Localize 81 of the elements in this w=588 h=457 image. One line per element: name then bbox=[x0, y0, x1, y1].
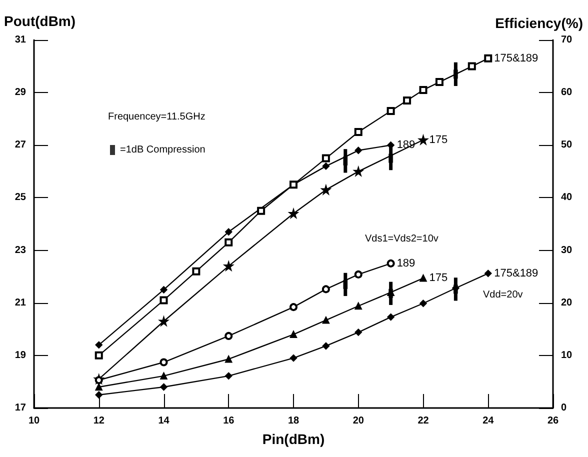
y-tick-label: 19 bbox=[14, 350, 26, 361]
point bbox=[322, 285, 330, 294]
x-tick-label: 26 bbox=[547, 416, 559, 426]
point bbox=[160, 383, 168, 391]
point bbox=[95, 383, 102, 391]
x-axis-title: Pin(dBm) bbox=[262, 431, 325, 447]
y2-tick-label: 50 bbox=[561, 140, 573, 151]
y-tick-label: 25 bbox=[14, 192, 26, 204]
point bbox=[354, 166, 363, 176]
series-label: 175 bbox=[429, 272, 448, 284]
point bbox=[290, 354, 298, 362]
series-label: 175&189 bbox=[494, 267, 538, 280]
series-label: 189 bbox=[396, 257, 416, 270]
x-tick-label: 22 bbox=[418, 416, 430, 426]
point bbox=[322, 162, 330, 170]
y-tick-label: 17 bbox=[14, 402, 26, 414]
annotation: Frequencey=11.5GHz bbox=[108, 112, 206, 122]
x-tick-label: 18 bbox=[288, 416, 300, 426]
y2-tick-label: 20 bbox=[561, 297, 573, 308]
point bbox=[354, 328, 362, 336]
y-tick-label: 27 bbox=[14, 140, 26, 151]
point bbox=[257, 206, 266, 215]
point bbox=[354, 270, 362, 278]
point bbox=[290, 303, 298, 312]
y2-tick-label: 0 bbox=[561, 402, 567, 414]
point bbox=[435, 78, 444, 86]
x-tick-label: 10 bbox=[28, 416, 40, 426]
point bbox=[94, 351, 103, 360]
point bbox=[225, 356, 232, 363]
point bbox=[484, 270, 492, 278]
point bbox=[420, 274, 427, 282]
point bbox=[322, 154, 330, 162]
point bbox=[468, 62, 476, 70]
point bbox=[354, 302, 362, 310]
x-tick-label: 24 bbox=[482, 416, 494, 426]
point bbox=[192, 267, 200, 276]
point bbox=[160, 372, 168, 380]
point bbox=[419, 86, 428, 94]
series-label: 175&189 bbox=[494, 52, 538, 64]
point bbox=[160, 286, 168, 294]
point bbox=[321, 185, 331, 194]
x-tick-label: 14 bbox=[158, 416, 170, 426]
point bbox=[403, 96, 412, 104]
point bbox=[160, 358, 168, 366]
y-tick-label: 29 bbox=[14, 87, 26, 98]
point bbox=[386, 106, 395, 115]
y2-axis-title: Efficiency(%) bbox=[495, 15, 583, 31]
point bbox=[160, 296, 168, 304]
x-tick-label: 12 bbox=[93, 416, 105, 426]
point bbox=[95, 341, 102, 349]
y2-tick-label: 10 bbox=[561, 350, 573, 361]
y2-tick-label: 30 bbox=[561, 244, 573, 256]
point bbox=[322, 316, 330, 324]
point bbox=[354, 128, 362, 136]
point bbox=[225, 372, 232, 380]
legend-label: =1dB Compression bbox=[120, 144, 206, 156]
y2-tick-label: 60 bbox=[561, 87, 573, 98]
point bbox=[420, 300, 427, 307]
y-tick-label: 31 bbox=[14, 34, 26, 46]
point bbox=[224, 238, 233, 246]
x-tick-label: 20 bbox=[352, 416, 364, 426]
point bbox=[484, 54, 492, 62]
annotation: Vds1=Vds2=10v bbox=[365, 234, 438, 244]
series-label: 175 bbox=[429, 134, 448, 146]
x-tick-label: 16 bbox=[223, 416, 235, 426]
y-axis-title: Pout(dBm) bbox=[4, 13, 76, 29]
point bbox=[288, 208, 298, 218]
y2-tick-label: 40 bbox=[561, 192, 573, 204]
point bbox=[225, 228, 232, 236]
point bbox=[387, 313, 394, 321]
point bbox=[224, 261, 234, 271]
point bbox=[386, 259, 395, 268]
point bbox=[322, 342, 330, 350]
point bbox=[224, 332, 233, 340]
annotation: Vdd=20v bbox=[483, 290, 523, 300]
point bbox=[95, 391, 102, 398]
point bbox=[354, 146, 362, 154]
y2-tick-label: 70 bbox=[561, 34, 573, 46]
point bbox=[290, 330, 298, 338]
y-tick-label: 21 bbox=[14, 297, 26, 308]
y-tick-label: 23 bbox=[14, 244, 26, 256]
